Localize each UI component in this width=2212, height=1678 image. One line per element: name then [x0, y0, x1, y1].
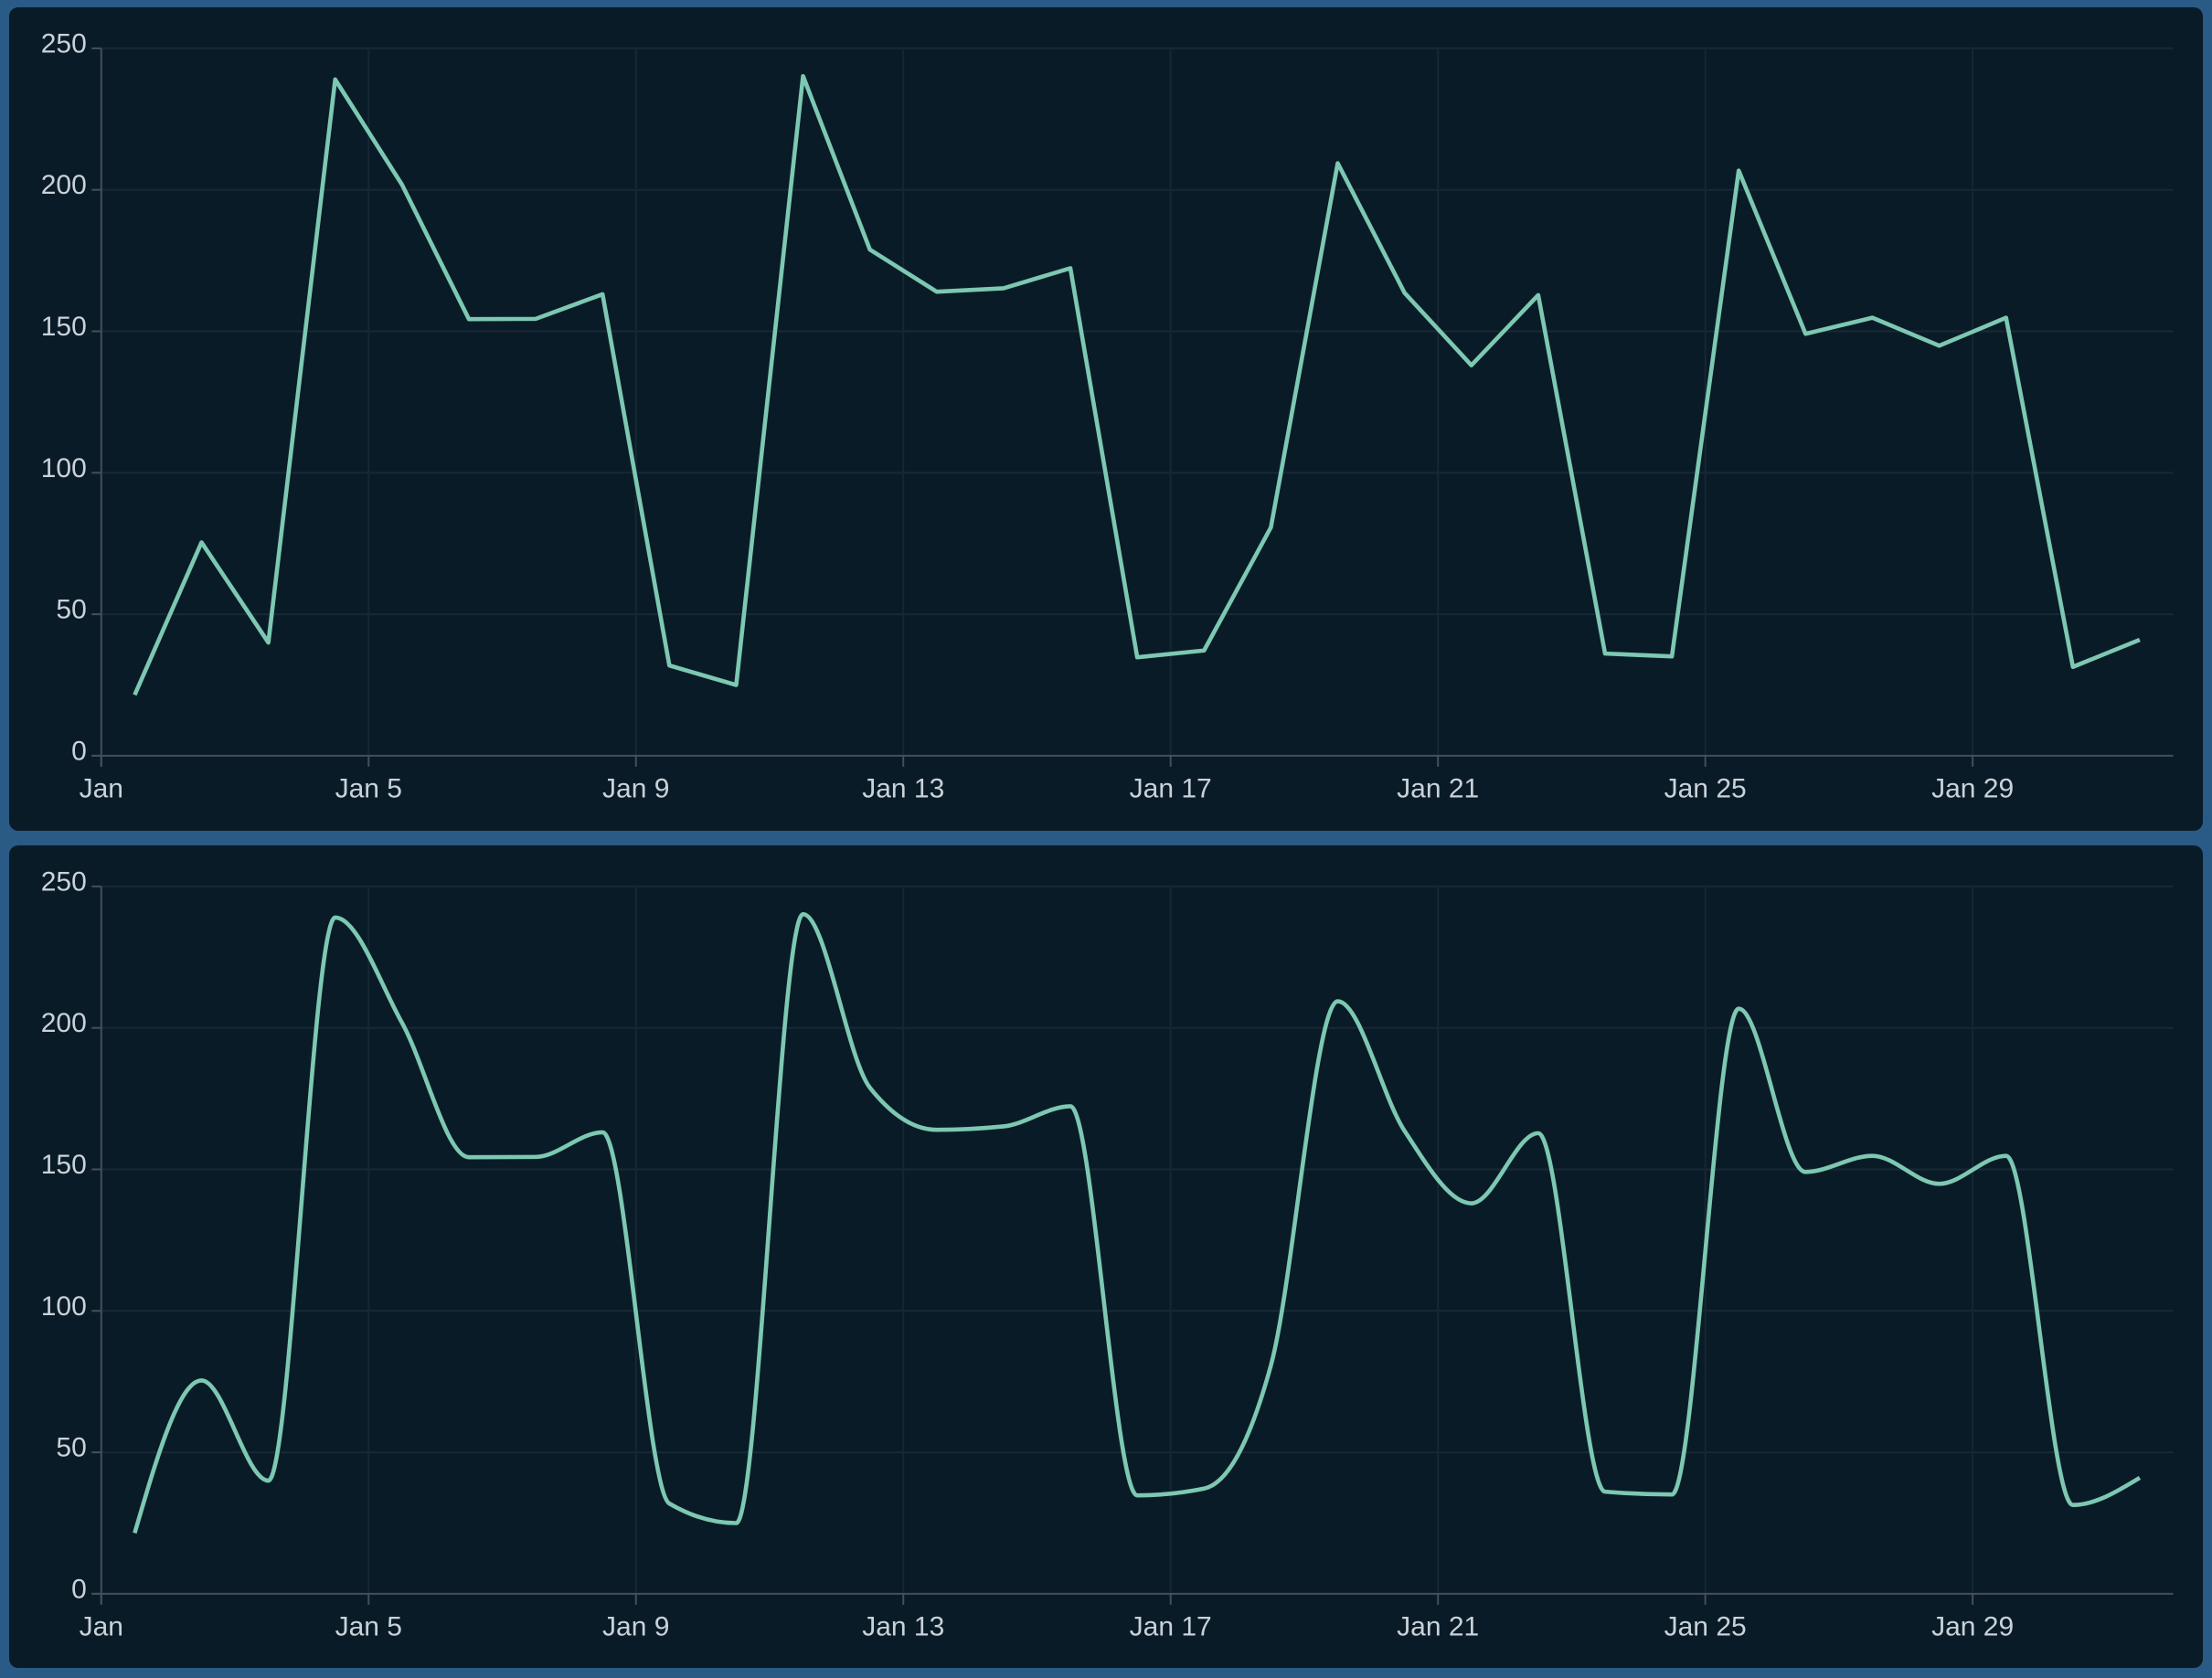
svg-text:100: 100	[41, 453, 87, 483]
svg-text:Jan 21: Jan 21	[1397, 773, 1479, 803]
svg-text:200: 200	[41, 170, 87, 200]
svg-text:Jan: Jan	[80, 1611, 123, 1641]
svg-text:200: 200	[41, 1008, 87, 1038]
svg-text:Jan 13: Jan 13	[862, 1611, 944, 1641]
svg-text:Jan 25: Jan 25	[1664, 1611, 1747, 1641]
svg-text:50: 50	[56, 1433, 86, 1463]
svg-text:100: 100	[41, 1291, 87, 1322]
svg-text:Jan: Jan	[80, 773, 123, 803]
svg-text:Jan 9: Jan 9	[602, 773, 669, 803]
svg-text:0: 0	[71, 1574, 87, 1604]
svg-text:150: 150	[41, 312, 87, 342]
svg-text:Jan 13: Jan 13	[862, 773, 944, 803]
svg-text:Jan 17: Jan 17	[1130, 1611, 1212, 1641]
svg-text:Jan 29: Jan 29	[1931, 1611, 2014, 1641]
svg-text:Jan 25: Jan 25	[1664, 773, 1747, 803]
svg-text:Jan 17: Jan 17	[1130, 773, 1212, 803]
svg-text:Jan 5: Jan 5	[335, 1611, 402, 1641]
svg-text:Jan 29: Jan 29	[1931, 773, 2014, 803]
svg-text:150: 150	[41, 1150, 87, 1180]
svg-text:0: 0	[71, 736, 87, 766]
svg-text:Jan 5: Jan 5	[335, 773, 402, 803]
svg-text:Jan 21: Jan 21	[1397, 1611, 1479, 1641]
svg-text:50: 50	[56, 595, 86, 625]
svg-text:250: 250	[41, 866, 87, 897]
svg-text:250: 250	[41, 28, 87, 58]
svg-text:Jan 9: Jan 9	[602, 1611, 669, 1641]
